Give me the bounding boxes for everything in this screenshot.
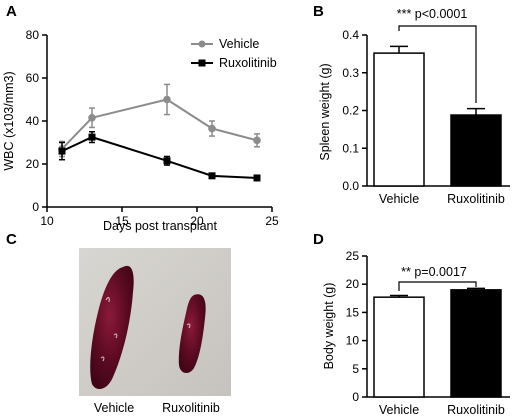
y-axis-title: Spleen weight (g) [318,63,332,160]
bar-ruxolitinib [450,289,502,398]
data-point-ruxolitinib [253,174,261,182]
significance-label: ** p=0.0017 [401,265,467,279]
data-point-ruxolitinib [58,147,66,155]
bar-vehicle [373,296,425,398]
x-tick-label: 10 [40,214,54,228]
ruxolitinib-spleen [178,294,206,374]
ruxolitinib-spleen-highlight [186,323,191,329]
y-tick-label: 60 [26,71,40,85]
spleen-photo [79,248,231,396]
legend-marker-vehicle [198,40,206,48]
x-axis-title: Days post transplant [103,219,217,233]
y-tick-label: 20 [346,277,360,291]
significance-bracket: ** p=0.0017 [398,265,477,291]
x-tick-label: 25 [265,214,279,228]
legend-label-vehicle: Vehicle [219,37,259,51]
y-tick-label: 0 [32,200,39,214]
series-line-ruxolitinib [61,136,258,179]
panel-letter-c: C [6,231,17,248]
y-tick-label: 0.4 [342,28,359,42]
bracket-line [398,25,477,103]
x-tick-label: 15 [115,214,129,228]
y-tick-label: 10 [346,334,360,348]
data-point-vehicle [163,95,171,104]
category-label-vehicle: Vehicle [379,403,419,417]
panel-letter-a: A [6,3,17,20]
y-tick-label: 0.3 [342,66,359,80]
y-tick-label: 0.2 [342,104,359,118]
vehicle-spleen [90,265,134,390]
legend-label-ruxolitinib: Ruxolitinib [219,56,277,70]
data-point-ruxolitinib [88,133,96,141]
bar-vehicle [373,52,425,187]
data-point-ruxolitinib [208,172,216,180]
legend-marker-ruxolitinib [198,59,206,67]
y-tick-label: 0 [352,390,359,404]
bar-ruxolitinib [450,114,502,187]
y-tick-label: 5 [352,362,359,376]
y-axis-title: WBC (x103/mm3) [2,71,16,170]
photo-label-vehicle: Vehicle [94,401,134,415]
y-tick-label: 40 [26,114,40,128]
body-weight-bar-chart: 0 5 10 15 20 25 Vehicle Ruxolitinib Body weigh… [322,249,510,417]
panel-letter-d: D [313,231,324,248]
category-label-ruxolitinib: Ruxolitinib [447,403,505,417]
significance-bracket: *** p<0.0001 [397,7,477,103]
y-tick-label: 80 [26,28,40,42]
data-point-vehicle [253,136,261,145]
y-tick-label: 25 [346,249,360,263]
y-tick-label: 15 [346,305,360,319]
data-point-vehicle [88,113,96,122]
x-tick-label: 20 [190,214,204,228]
vehicle-spleen-highlight [100,296,118,362]
legend: Vehicle Ruxolitinib [191,37,277,70]
spleen-weight-bar-chart: 0.0 0.1 0.2 0.3 0.4 Vehicle Ruxolitinib Splee… [318,7,510,206]
panel-letter-b: B [313,3,324,20]
y-axis-title: Body weight (g) [322,283,336,370]
significance-label: *** p<0.0001 [397,7,468,21]
data-point-ruxolitinib [163,157,171,165]
y-tick-label: 0.0 [342,179,359,193]
category-label-vehicle: Vehicle [379,192,419,206]
photo-label-ruxolitinib: Ruxolitinib [162,401,220,415]
y-tick-label: 0.1 [342,141,359,155]
category-label-ruxolitinib: Ruxolitinib [447,192,505,206]
bracket-line [398,281,477,291]
data-point-vehicle [208,124,216,133]
y-tick-label: 20 [26,157,40,171]
